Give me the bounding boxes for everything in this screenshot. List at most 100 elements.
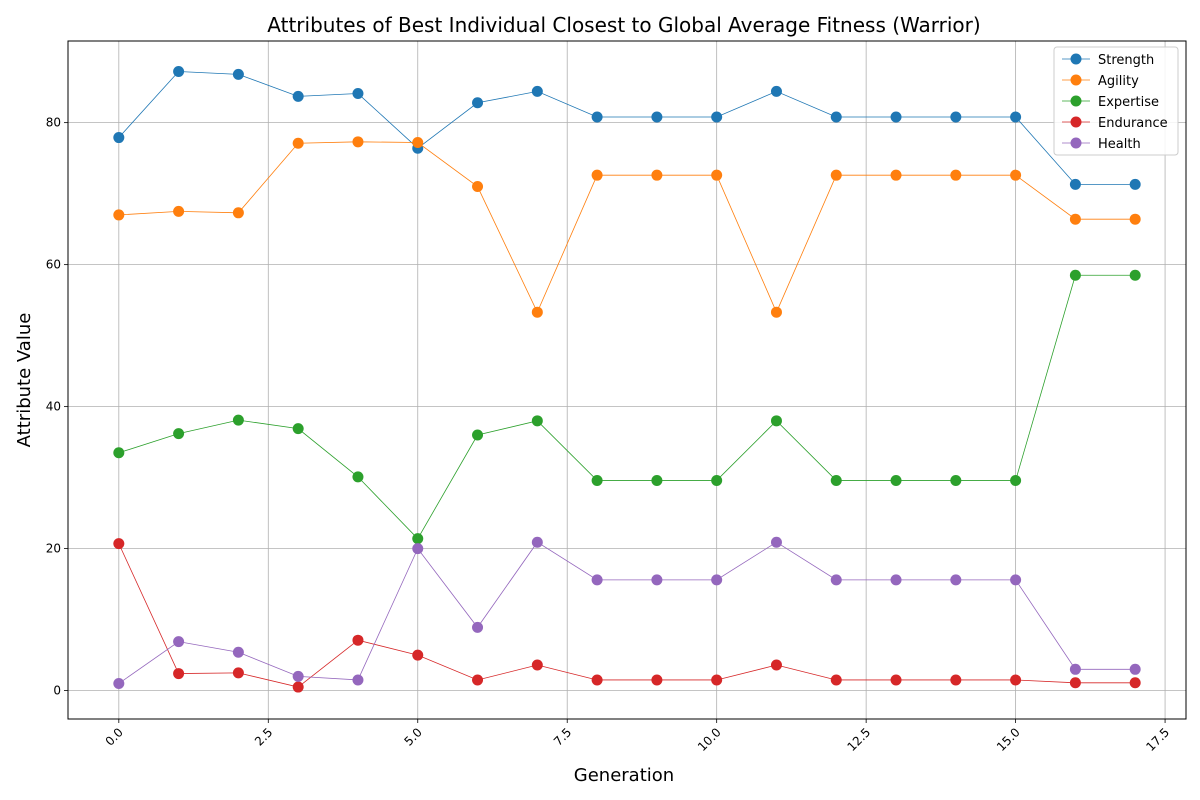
agility-point <box>890 169 902 181</box>
endurance-point <box>830 674 842 686</box>
agility-point <box>1129 213 1141 225</box>
expertise-point <box>1129 269 1141 281</box>
legend-label: Strength <box>1098 53 1154 68</box>
endurance-point <box>113 538 125 550</box>
strength-point <box>472 97 484 109</box>
endurance-point <box>412 649 424 661</box>
strength-point <box>830 111 842 123</box>
endurance-point <box>950 674 962 686</box>
strength-point <box>950 111 962 123</box>
agility-point <box>232 207 244 219</box>
legend-swatch-marker <box>1070 137 1082 149</box>
health-point <box>591 574 603 586</box>
endurance-point <box>770 659 782 671</box>
health-point <box>830 574 842 586</box>
endurance-point <box>711 674 723 686</box>
agility-point <box>292 137 304 149</box>
strength-point <box>173 66 185 78</box>
health-point <box>890 574 902 586</box>
y-tick-label: 20 <box>46 542 61 556</box>
endurance-point <box>232 667 244 679</box>
expertise-point <box>770 415 782 427</box>
strength-point <box>113 132 125 144</box>
series-endurance <box>113 538 1141 693</box>
expertise-point <box>1069 269 1081 281</box>
endurance-point <box>1129 677 1141 689</box>
agility-point <box>770 306 782 318</box>
endurance-point <box>531 659 543 671</box>
health-point <box>1069 663 1081 675</box>
agility-point <box>472 181 484 193</box>
health-point <box>651 574 663 586</box>
y-axis-title: Attribute Value <box>14 313 35 448</box>
agility-point <box>1069 213 1081 225</box>
health-line <box>118 541 1136 684</box>
agility-point <box>950 169 962 181</box>
health-point <box>1010 574 1022 586</box>
health-point <box>770 536 782 548</box>
x-axis-title: Generation <box>574 765 674 786</box>
legend-label: Health <box>1098 137 1141 152</box>
strength-point <box>232 68 244 80</box>
strength-point <box>890 111 902 123</box>
health-point <box>352 674 364 686</box>
agility-point <box>1010 169 1022 181</box>
strength-point <box>1069 178 1081 190</box>
endurance-point <box>472 674 484 686</box>
agility-point <box>531 306 543 318</box>
strength-point <box>292 90 304 102</box>
expertise-point <box>173 428 185 440</box>
health-point <box>950 574 962 586</box>
expertise-point <box>830 474 842 486</box>
expertise-line <box>118 274 1136 540</box>
expertise-point <box>711 474 723 486</box>
endurance-point <box>292 681 304 693</box>
legend-label: Expertise <box>1098 95 1159 110</box>
expertise-point <box>591 474 603 486</box>
y-tick-label: 40 <box>46 400 61 414</box>
endurance-point <box>173 668 185 680</box>
legend-item-endurance: Endurance <box>1062 116 1168 131</box>
expertise-point <box>352 471 364 483</box>
legend-item-agility: Agility <box>1062 74 1139 89</box>
agility-point <box>830 169 842 181</box>
health-point <box>472 621 484 633</box>
chart-title: Attributes of Best Individual Closest to… <box>267 13 980 37</box>
agility-line <box>118 141 1136 314</box>
strength-point <box>591 111 603 123</box>
agility-point <box>412 137 424 149</box>
expertise-point <box>531 415 543 427</box>
y-tick-label: 60 <box>46 258 61 272</box>
expertise-point <box>651 474 663 486</box>
endurance-point <box>651 674 663 686</box>
series-strength <box>113 66 1141 190</box>
expertise-point <box>412 533 424 545</box>
endurance-point <box>1069 677 1081 689</box>
endurance-line <box>118 543 1136 688</box>
legend-item-expertise: Expertise <box>1062 95 1159 110</box>
agility-point <box>352 136 364 148</box>
health-point <box>232 646 244 658</box>
agility-point <box>711 169 723 181</box>
series-health <box>113 536 1141 690</box>
expertise-point <box>232 414 244 426</box>
endurance-point <box>352 634 364 646</box>
agility-point <box>651 169 663 181</box>
expertise-point <box>113 447 125 459</box>
health-point <box>531 536 543 548</box>
agility-point <box>113 209 125 221</box>
endurance-point <box>890 674 902 686</box>
legend-swatch-marker <box>1070 116 1082 128</box>
health-point <box>113 678 125 690</box>
health-point <box>292 670 304 682</box>
legend-label: Endurance <box>1098 116 1168 131</box>
health-point <box>173 636 185 648</box>
strength-point <box>711 111 723 123</box>
health-point <box>412 543 424 555</box>
health-point <box>711 574 723 586</box>
y-tick-label: 0 <box>53 684 61 698</box>
series-agility <box>113 136 1141 318</box>
plot-frame <box>67 40 1187 720</box>
legend-label: Agility <box>1098 74 1139 89</box>
